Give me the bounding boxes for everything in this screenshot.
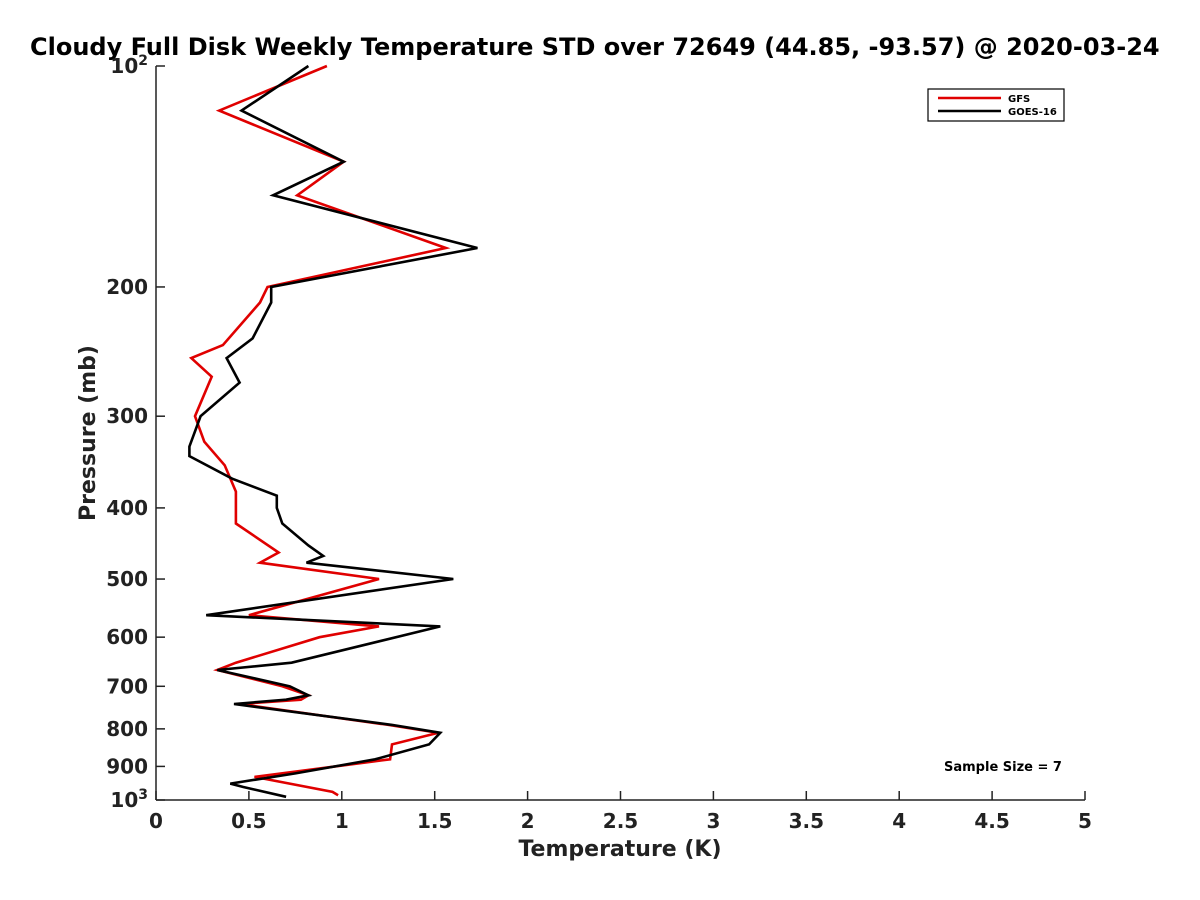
x-tick-label: 4 xyxy=(892,809,906,833)
x-tick-label: 2.5 xyxy=(603,809,638,833)
x-axis-label: Temperature (K) xyxy=(518,837,721,862)
y-axis: 102 200 300 400 500 600 700 800 900 103 xyxy=(106,53,165,812)
y-tick-label: 800 xyxy=(106,717,148,741)
y-tick-label: 700 xyxy=(106,674,148,698)
chart-title: Cloudy Full Disk Weekly Temperature STD … xyxy=(30,33,1160,61)
x-tick-label: 4.5 xyxy=(974,809,1009,833)
y-tick-label: 500 xyxy=(106,567,148,591)
x-tick-label: 3.5 xyxy=(789,809,824,833)
series-line-goes-16 xyxy=(188,64,478,799)
legend: GFS GOES-16 xyxy=(927,88,1065,122)
y-axis-label: Pressure (mb) xyxy=(76,345,101,521)
y-tick-label: 200 xyxy=(106,275,148,299)
legend-box xyxy=(927,88,1065,122)
legend-label: GFS xyxy=(1008,94,1030,105)
y-tick-label: 900 xyxy=(106,754,148,778)
x-tick-label: 0.5 xyxy=(231,809,266,833)
sample-size-annotation: Sample Size = 7 xyxy=(944,760,1062,775)
x-tick-label: 2 xyxy=(521,809,535,833)
y-tick-label: 300 xyxy=(106,404,148,428)
x-tick-label: 0 xyxy=(149,809,163,833)
x-tick-label: 5 xyxy=(1078,809,1092,833)
series-line-gfs xyxy=(188,64,451,797)
x-tick-label: 1.5 xyxy=(417,809,452,833)
y-tick-label: 103 xyxy=(110,787,148,812)
x-axis: 0 0.5 1 1.5 2 2.5 3 3.5 4 4.5 5 xyxy=(149,791,1092,833)
legend-label: GOES-16 xyxy=(1008,107,1057,118)
y-tick-label: 400 xyxy=(106,496,148,520)
y-tick-label: 102 xyxy=(110,53,148,78)
plot-area xyxy=(188,64,478,799)
y-tick-label: 600 xyxy=(106,625,148,649)
x-tick-label: 3 xyxy=(706,809,720,833)
x-tick-label: 1 xyxy=(335,809,349,833)
